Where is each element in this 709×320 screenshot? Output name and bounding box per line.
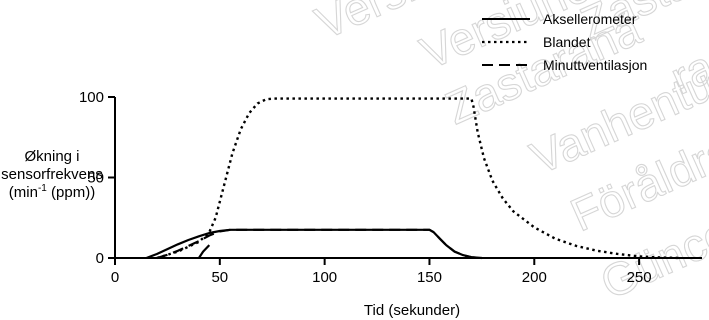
series-line-minuttventilasjon (156, 228, 482, 260)
legend-label-minuttventilasjon: Minuttventilasjon (543, 57, 647, 73)
x-tick-label: 200 (522, 269, 547, 286)
legend: Aksellerometer Blandet Minuttventilasjon (482, 11, 647, 73)
y-unit-sup: -1 (38, 183, 47, 194)
y-axis-title-line-1: Økning i (24, 148, 79, 165)
y-axis-title-line-3: (min-1 (ppm)) (9, 183, 95, 201)
x-tick-label: 0 (111, 269, 119, 286)
x-tick-label: 50 (211, 269, 228, 286)
x-tick-label: 250 (627, 269, 652, 286)
y-ticks: 0 50 100 (79, 89, 115, 267)
y-tick-label: 50 (87, 170, 104, 187)
y-unit-close: (ppm)) (47, 184, 95, 201)
series-layer (146, 97, 682, 260)
legend-label-aksellerometer: Aksellerometer (543, 11, 637, 27)
x-ticks: 0 50 100 150 200 250 (111, 258, 652, 286)
x-tick-label: 100 (312, 269, 337, 286)
legend-label-blandet: Blandet (543, 34, 591, 50)
series-line-blandet (156, 97, 682, 260)
y-axis-title: Økning i sensorfrekvens (min-1 (ppm)) (1, 148, 103, 201)
watermark-layer: VersiónVersiuneZastaranáZastarelaVanhent… (307, 0, 709, 310)
y-tick-label: 100 (79, 89, 104, 106)
y-axis-title-line-2: sensorfrekvens (1, 166, 103, 183)
x-axis-title: Tid (sekunder) (364, 302, 460, 319)
y-tick-label: 0 (96, 250, 104, 267)
y-unit-open: (min (9, 184, 38, 201)
x-tick-label: 150 (417, 269, 442, 286)
series-line-segment-3 (197, 244, 211, 259)
